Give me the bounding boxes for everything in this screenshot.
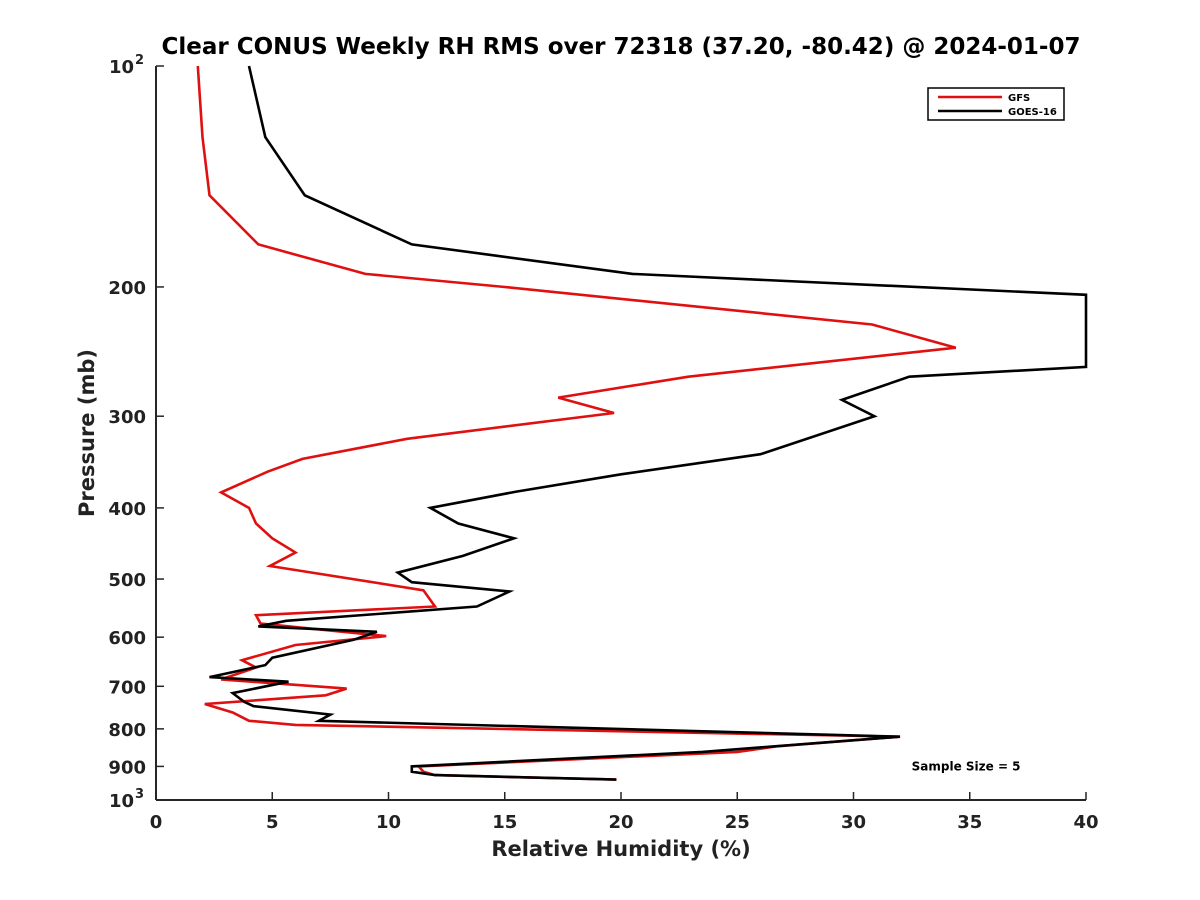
plot-axes bbox=[155, 66, 1086, 801]
y-tick-label: 10 bbox=[109, 57, 134, 78]
series-line-goes-16 bbox=[209, 65, 1088, 781]
x-tick-label: 25 bbox=[725, 812, 750, 833]
annotations: Sample Size = 5 bbox=[912, 759, 1021, 773]
legend-entry-label: GFS bbox=[1008, 93, 1030, 104]
plot-lines bbox=[196, 65, 1088, 781]
y-tick-label: 200 bbox=[108, 278, 146, 299]
series-line-gfs bbox=[196, 65, 957, 781]
y-tick-label: 300 bbox=[108, 407, 146, 428]
y-tick-exponent: 3 bbox=[135, 787, 144, 802]
x-tick-label: 5 bbox=[266, 812, 279, 833]
x-tick-label: 40 bbox=[1073, 812, 1098, 833]
y-tick-label: 400 bbox=[108, 499, 146, 520]
legend-entry-label: GOES-16 bbox=[1008, 107, 1057, 118]
chart-title: Clear CONUS Weekly RH RMS over 72318 (37… bbox=[162, 34, 1081, 60]
x-tick-label: 35 bbox=[957, 812, 982, 833]
sample-size-annotation: Sample Size = 5 bbox=[912, 759, 1021, 773]
x-ticks: 0 5 10 15 20 25 30 35 40 bbox=[150, 792, 1099, 833]
y-tick-label: 900 bbox=[108, 757, 146, 778]
x-tick-label: 15 bbox=[492, 812, 517, 833]
y-tick-exponent: 2 bbox=[135, 53, 144, 68]
legend: GFS GOES-16 bbox=[927, 87, 1065, 121]
y-tick-label: 800 bbox=[108, 720, 146, 741]
x-tick-label: 10 bbox=[376, 812, 401, 833]
x-tick-label: 0 bbox=[150, 812, 163, 833]
legend-box bbox=[927, 87, 1065, 121]
y-tick-label: 700 bbox=[108, 677, 146, 698]
y-tick-label: 500 bbox=[108, 570, 146, 591]
y-tick-label: 10 bbox=[109, 791, 134, 812]
x-tick-label: 20 bbox=[608, 812, 633, 833]
y-axis-label: Pressure (mb) bbox=[75, 349, 99, 517]
y-tick-label: 600 bbox=[108, 628, 146, 649]
x-axis-label: Relative Humidity (%) bbox=[491, 837, 750, 861]
x-tick-label: 30 bbox=[841, 812, 866, 833]
